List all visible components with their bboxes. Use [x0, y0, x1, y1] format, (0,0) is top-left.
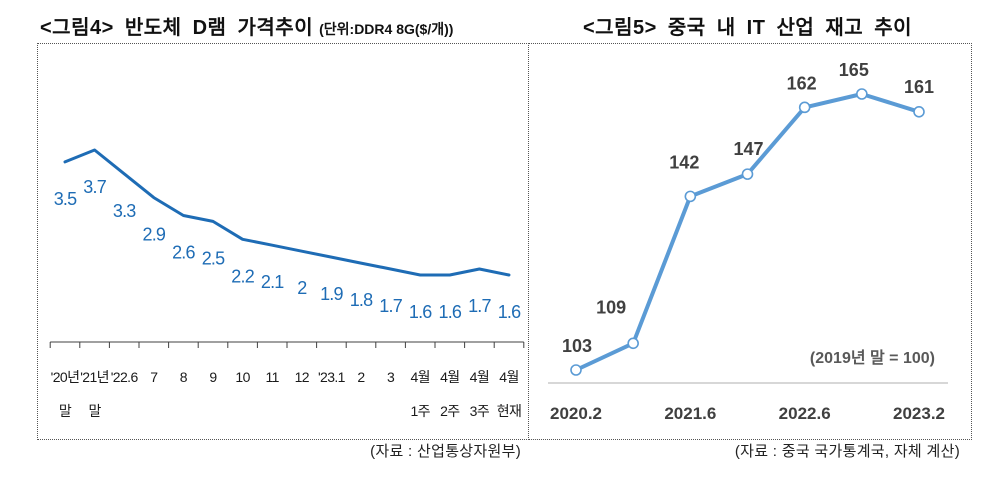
figure5-point-marker: [741, 168, 754, 180]
figure4-value-label: 1.6: [409, 302, 432, 322]
figure4-x-tick-label: 4월: [470, 369, 489, 385]
figure4-x-tick-label: 7: [150, 369, 158, 385]
figure4-frame: [37, 43, 529, 440]
figure4-value-label: 2.1: [261, 272, 284, 292]
figure4-x-tick-label: 12: [295, 369, 310, 385]
figure4-x-tick-label: 현재: [497, 403, 522, 419]
figure4-title-text: <그림4> 반도체 D램 가격추이: [40, 17, 314, 39]
figure4-value-label: 2.9: [142, 225, 165, 245]
figure5-value-label: 147: [733, 139, 763, 159]
figure4-value-label: 1.6: [438, 302, 461, 322]
figure5-value-label: 109: [596, 297, 626, 317]
figure4-value-label: 3.5: [54, 189, 77, 209]
figure5-x-tick-label: 2021.6: [664, 404, 716, 423]
figure5-point-marker: [627, 337, 639, 350]
figure5-value-label: 162: [787, 73, 817, 93]
figure5-value-label: 161: [904, 77, 934, 97]
figure5-frame: [528, 43, 972, 440]
figure4-value-label: 1.8: [350, 290, 373, 310]
figure4-title: <그림4> 반도체 D램 가격추이 (단위:DDR4 8G($/개)): [40, 15, 453, 41]
figure4-x-tick-label: 말: [88, 403, 101, 419]
figure4-dram-price-chart: 3.5 3.7 3.3 2.9 2.6 2.5 2.2 2.1 2 1.9 1.8 1.7 1.6 1.6…: [49, 148, 525, 419]
figure4-x-tick-label: 말: [59, 403, 72, 419]
figure4-x-tick-label: 11: [266, 369, 280, 385]
figure5-point-marker: [798, 101, 811, 114]
figure4-value-label: 2: [297, 278, 307, 298]
figure4-value-label: 1.7: [468, 296, 491, 316]
figure4-value-label: 2.2: [231, 266, 254, 286]
figure4-value-label: 3.3: [113, 201, 136, 221]
figure4-source: (자료 : 산업통상자원부): [370, 443, 521, 460]
figure4-x-tick-label: 9: [209, 369, 217, 385]
figure4-x-tick-label: '20년: [51, 369, 80, 385]
figure5-index-base-note: (2019년 말 = 100): [810, 348, 935, 367]
figure4-value-label: 3.7: [83, 177, 106, 197]
figure5-point-marker: [856, 88, 868, 100]
figure4-value-label: 1.7: [379, 296, 402, 316]
figure5-x-tick-label: 2020.2: [550, 404, 602, 423]
figure5-x-tick-label: 2022.6: [779, 404, 831, 423]
figure4-x-tick-label: 1주: [410, 403, 430, 419]
figure4-x-tick-label: '22.6: [111, 369, 139, 385]
figure4-x-tick-label: 3: [387, 369, 395, 385]
figure4-value-label: 2.6: [172, 242, 195, 262]
figure4-x-tick-label: 3주: [470, 403, 490, 419]
figure4-x-tick-label: 4월: [410, 369, 429, 385]
figure4-x-tick-label: 4월: [499, 369, 518, 385]
figure4-x-tick-label: '21년: [80, 369, 109, 385]
figure4-x-tick-label: 2주: [440, 403, 460, 419]
figure4-unit-label: (단위:DDR4 8G($/개)): [319, 21, 454, 37]
figure4-value-label: 1.6: [498, 302, 521, 322]
figure5-point-marker: [684, 190, 697, 203]
figure4-x-tick-label: 2: [357, 369, 365, 385]
figure4-value-label: 2.5: [202, 248, 225, 268]
figure5-x-tick-label: 2023.2: [893, 404, 945, 423]
figure4-x-tick-label: 4월: [440, 369, 459, 385]
figure4-x-tick-label: '23.1: [318, 369, 346, 385]
figure4-x-tick-label: 10: [235, 369, 250, 385]
figure5-value-label: 165: [839, 60, 869, 80]
figure5-value-label: 142: [669, 152, 699, 172]
figure5-inventory-line: [574, 92, 921, 372]
figure4-price-line: [63, 148, 511, 277]
figure4-value-label: 1.9: [320, 284, 343, 304]
figure4-x-tick-label: 8: [180, 369, 188, 385]
figure5-point-marker: [913, 106, 925, 118]
figure5-value-label: 103: [562, 336, 592, 356]
figure5-title: <그림5> 중국 내 IT 산업 재고 추이: [583, 17, 912, 39]
figure5-point-marker: [570, 364, 582, 376]
figure5-source: (자료 : 중국 국가통계국, 자체 계산): [734, 443, 960, 460]
